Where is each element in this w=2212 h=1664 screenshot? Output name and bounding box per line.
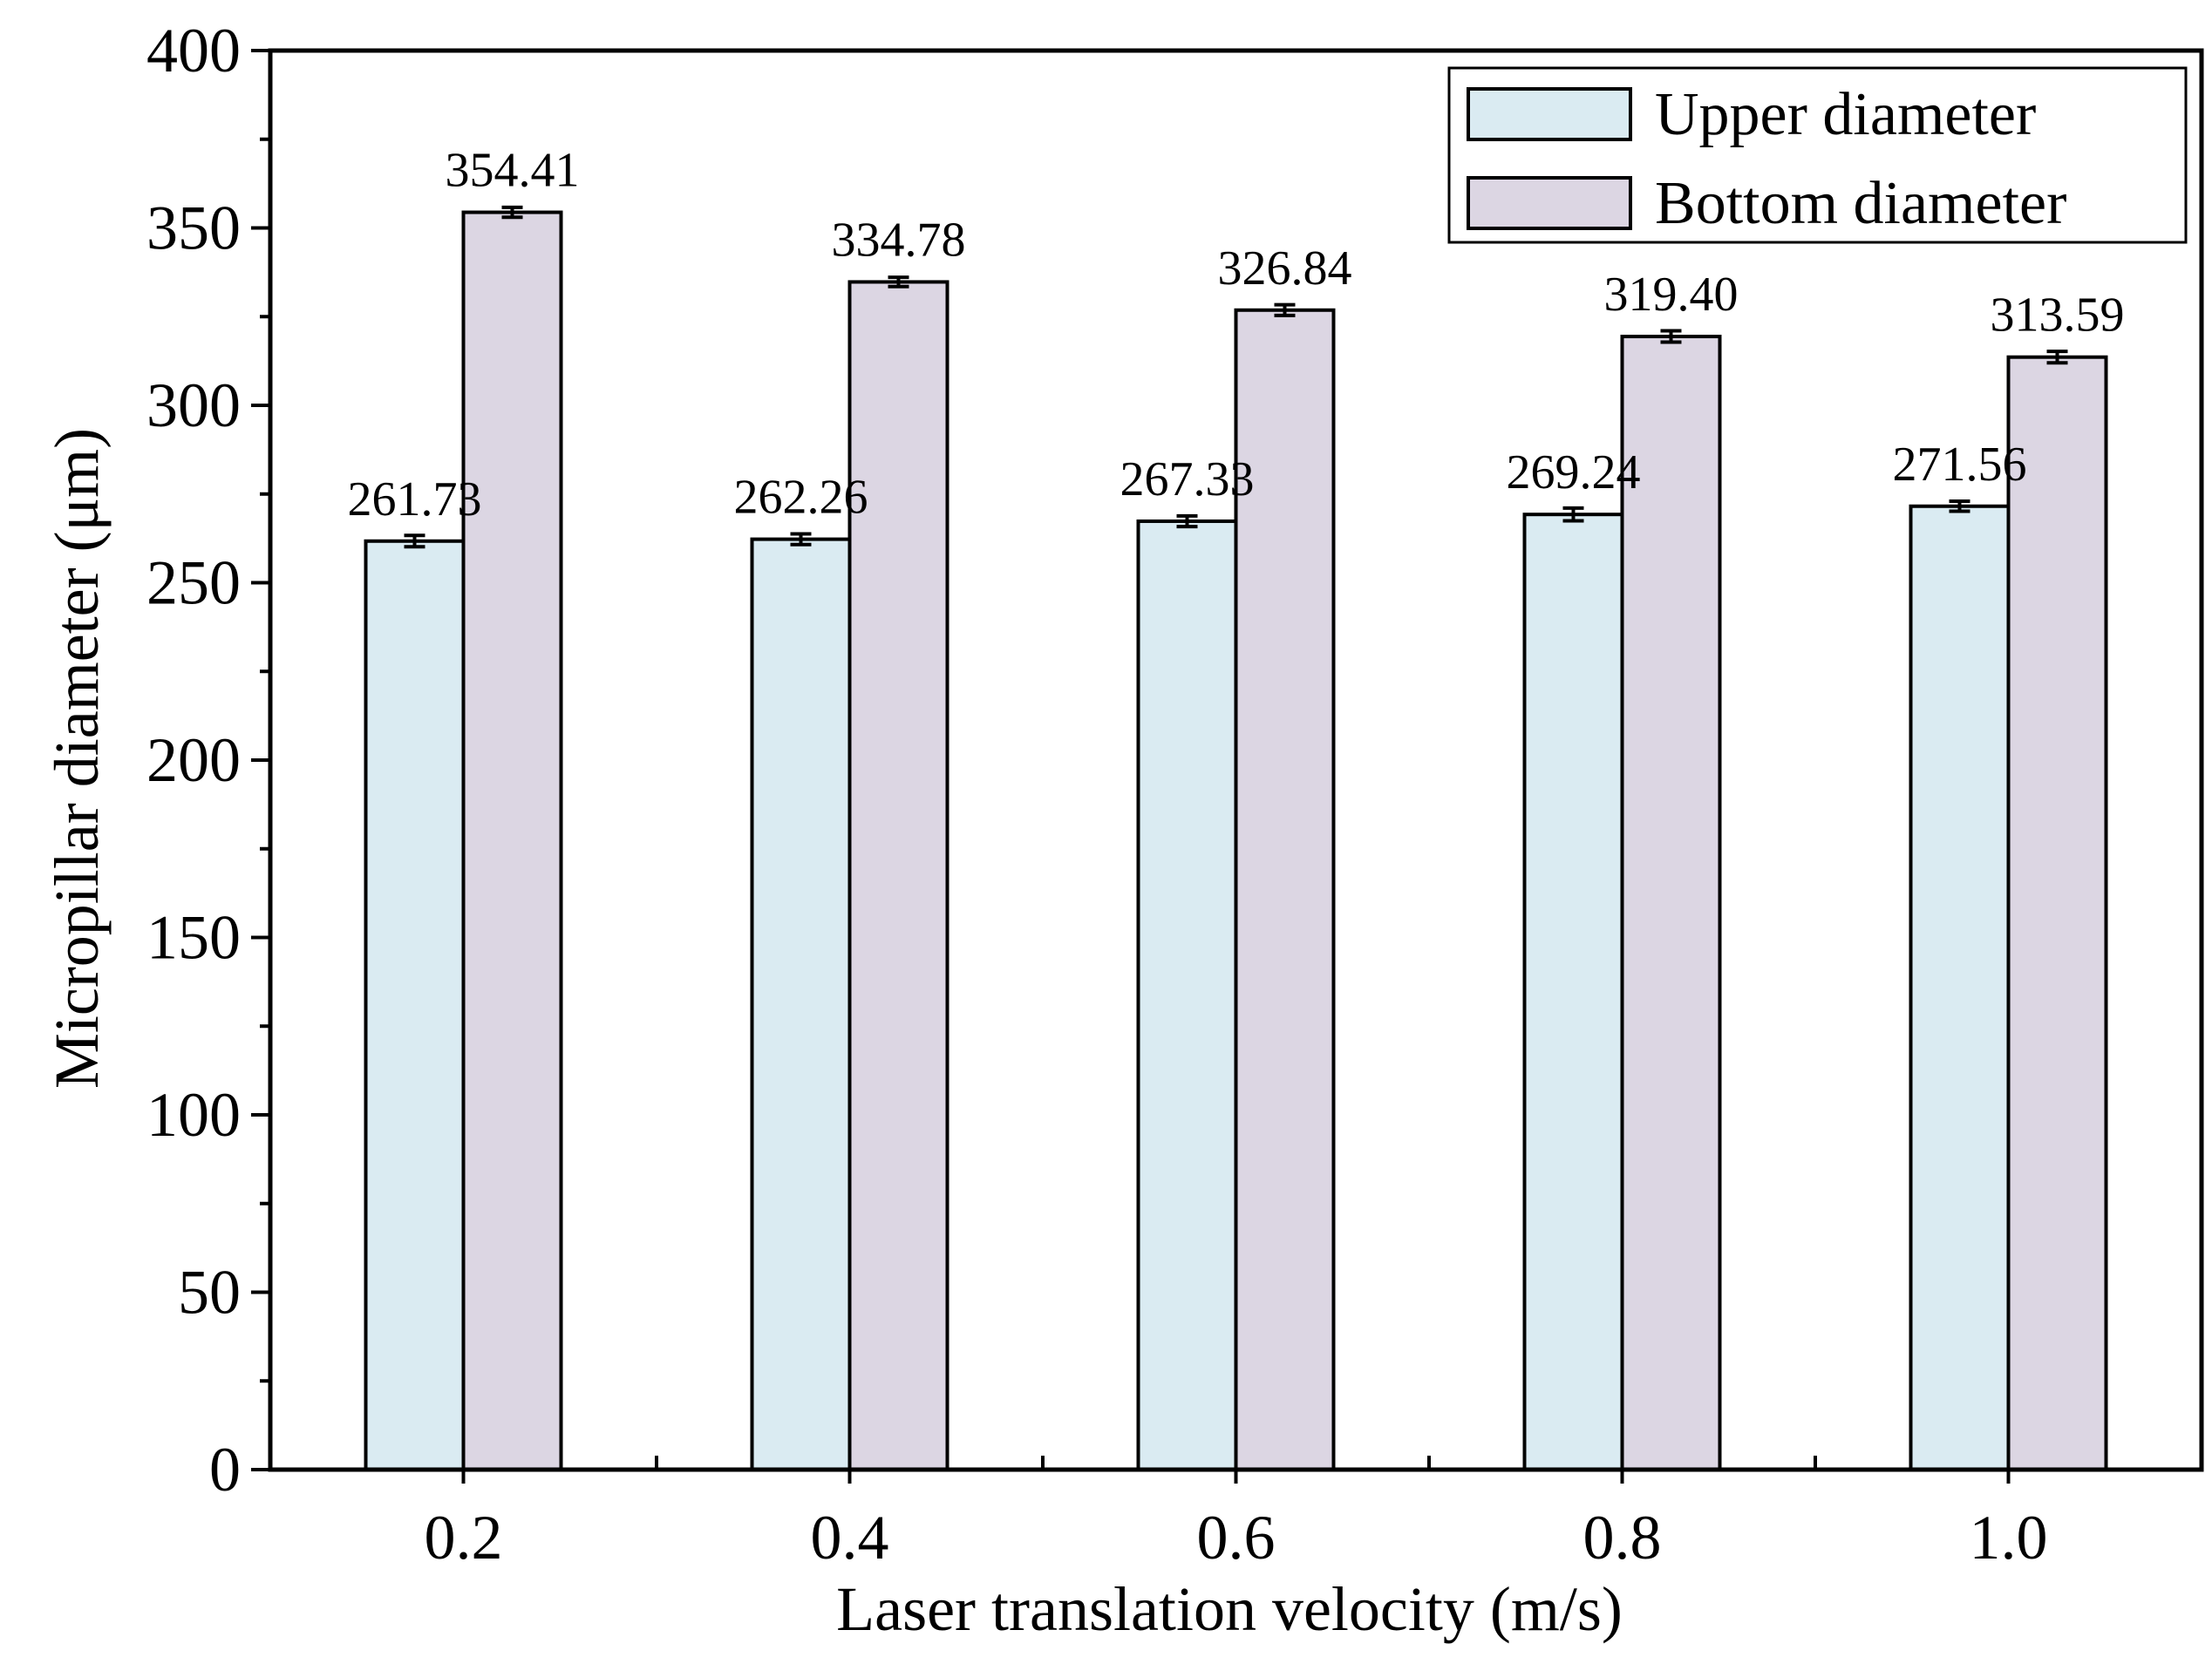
value-label-bottom-0.6: 326.84 [1218, 241, 1352, 295]
x-axis-title: Laser translation velocity (m/s) [836, 1574, 1623, 1644]
legend-swatch-bottom [1467, 176, 1632, 230]
axes-layer: 0.2 0.4 0.6 0.8 1.0 0 50 100 150 200 250 300 350 400 [146, 16, 2204, 1572]
bar-upper-0.4 [750, 537, 852, 1471]
value-label-bottom-1.0: 313.59 [1991, 289, 2125, 343]
y-tick-label-150: 150 [146, 903, 241, 973]
bar-bottom-0.4 [847, 280, 949, 1471]
value-label-upper-0.4: 262.26 [734, 471, 868, 525]
x-tick-label-1.0: 1.0 [1970, 1503, 2048, 1572]
value-label-bottom-0.8: 319.40 [1604, 268, 1739, 322]
y-tick-label-50: 50 [178, 1258, 241, 1328]
legend: Upper diameter Bottom diameter [1447, 66, 2188, 244]
bar-bottom-0.8 [1620, 335, 1722, 1471]
legend-label-bottom: Bottom diameter [1655, 170, 2066, 237]
y-tick-label-250: 250 [146, 548, 241, 618]
x-tick-label-0.8: 0.8 [1583, 1503, 1662, 1572]
value-label-upper-0.8: 269.24 [1507, 445, 1641, 499]
y-tick-label-0: 0 [209, 1435, 241, 1504]
y-tick-label-100: 100 [146, 1080, 241, 1150]
bar-upper-0.6 [1136, 519, 1238, 1471]
y-axis-title: Micropillar diameter (μm) [42, 428, 112, 1089]
legend-label-upper: Upper diameter [1655, 81, 2036, 148]
x-tick-label-0.6: 0.6 [1197, 1503, 1276, 1572]
y-tick-label-300: 300 [146, 370, 241, 440]
labels-layer: 261.73 354.41 262.26 334.78 267.33 326.84 269.… [348, 144, 2125, 526]
y-tick-label-350: 350 [146, 194, 241, 263]
value-label-upper-0.2: 261.73 [348, 472, 482, 526]
bar-upper-1.0 [1909, 504, 2011, 1471]
x-tick-label-0.2: 0.2 [425, 1503, 503, 1572]
plot-frame [268, 48, 2204, 1472]
y-tick-label-200: 200 [146, 725, 241, 795]
bar-bottom-0.2 [461, 210, 563, 1472]
bar-upper-0.8 [1522, 513, 1624, 1471]
x-tick-label-0.4: 0.4 [811, 1503, 889, 1572]
y-tick-label-400: 400 [146, 16, 241, 85]
bar-upper-0.2 [364, 539, 466, 1471]
value-label-bottom-0.4: 334.78 [832, 213, 966, 267]
bars-layer [364, 205, 2108, 1472]
value-label-upper-0.6: 267.33 [1120, 452, 1255, 506]
value-label-upper-1.0: 271.56 [1893, 438, 2027, 492]
value-label-bottom-0.2: 354.41 [446, 144, 580, 198]
legend-swatch-upper [1467, 87, 1632, 141]
bar-bottom-1.0 [2006, 355, 2108, 1471]
